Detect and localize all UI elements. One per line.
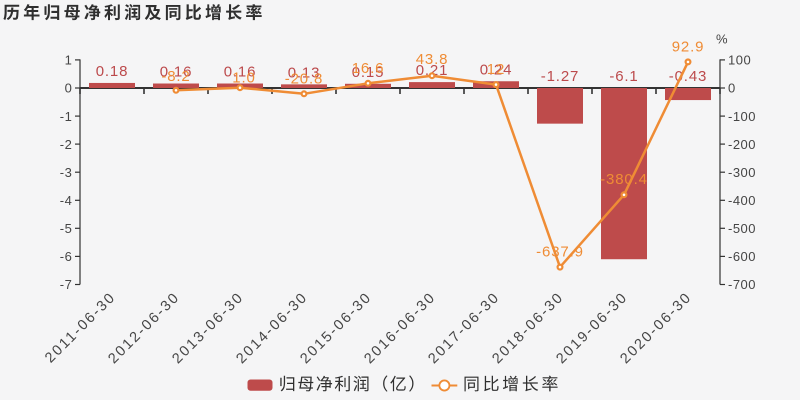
svg-text:0.16: 0.16 <box>160 64 193 81</box>
svg-text:-4: -4 <box>60 193 73 208</box>
svg-text:0: 0 <box>728 81 736 96</box>
svg-text:-400: -400 <box>728 193 756 208</box>
svg-text:-1: -1 <box>60 109 73 124</box>
svg-text:-6.1: -6.1 <box>609 68 638 85</box>
svg-text:-20.8: -20.8 <box>285 71 323 88</box>
svg-text:100: 100 <box>728 53 751 68</box>
svg-text:-0.43: -0.43 <box>669 68 707 85</box>
svg-text:-1.27: -1.27 <box>541 68 579 85</box>
svg-text:16.6: 16.6 <box>352 60 385 77</box>
svg-text:0.18: 0.18 <box>96 63 129 80</box>
svg-text:-600: -600 <box>728 249 756 264</box>
svg-text:-5: -5 <box>60 221 73 236</box>
svg-text:-300: -300 <box>728 165 756 180</box>
svg-text:43.8: 43.8 <box>416 51 449 68</box>
svg-text:-100: -100 <box>728 109 756 124</box>
svg-text:0.24: 0.24 <box>480 61 513 78</box>
svg-text:-500: -500 <box>728 221 756 236</box>
svg-text:-3: -3 <box>60 165 73 180</box>
svg-text:0.16: 0.16 <box>224 64 257 81</box>
svg-text:1: 1 <box>65 53 73 68</box>
svg-text:12: 12 <box>487 61 505 78</box>
svg-text:-8.2: -8.2 <box>161 68 190 85</box>
svg-text:-6: -6 <box>60 249 73 264</box>
svg-text:1.0: 1.0 <box>232 70 255 87</box>
svg-text:-200: -200 <box>728 137 756 152</box>
svg-text:-2: -2 <box>60 137 73 152</box>
svg-text:%: % <box>716 32 728 47</box>
svg-text:-7: -7 <box>60 277 73 292</box>
svg-text:0.13: 0.13 <box>288 64 321 81</box>
svg-text:92.9: 92.9 <box>672 38 705 55</box>
svg-text:-637.9: -637.9 <box>536 244 584 261</box>
svg-text:0: 0 <box>65 81 73 96</box>
svg-text:0.15: 0.15 <box>352 64 385 81</box>
svg-text:-700: -700 <box>728 277 756 292</box>
svg-text:-380.4: -380.4 <box>600 171 648 188</box>
svg-text:0.21: 0.21 <box>416 62 449 79</box>
